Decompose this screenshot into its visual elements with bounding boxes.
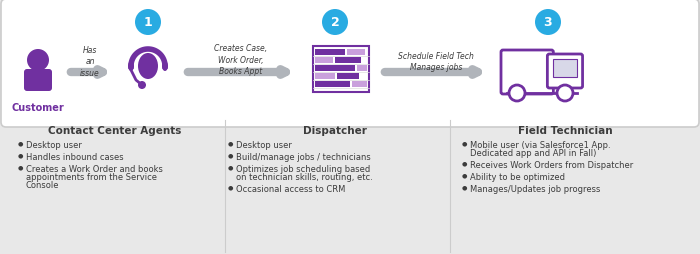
Text: Contact Center Agents: Contact Center Agents: [48, 126, 182, 136]
Text: Desktop user: Desktop user: [26, 141, 82, 150]
Ellipse shape: [128, 61, 134, 71]
Text: Creates a Work Order and books: Creates a Work Order and books: [26, 165, 163, 174]
Text: Mobile user (via Salesforce1 App.: Mobile user (via Salesforce1 App.: [470, 141, 610, 150]
Text: ●: ●: [228, 141, 234, 146]
Text: 3: 3: [544, 15, 552, 28]
Text: ●: ●: [228, 153, 234, 158]
Circle shape: [138, 81, 146, 89]
Text: Receives Work Orders from Dispatcher: Receives Work Orders from Dispatcher: [470, 161, 634, 170]
Text: ●: ●: [228, 185, 234, 190]
Text: ●: ●: [18, 165, 24, 170]
FancyBboxPatch shape: [501, 50, 554, 94]
FancyBboxPatch shape: [315, 73, 335, 79]
Text: Desktop user: Desktop user: [236, 141, 292, 150]
Circle shape: [322, 9, 348, 35]
Ellipse shape: [138, 53, 158, 79]
FancyBboxPatch shape: [335, 57, 361, 63]
FancyBboxPatch shape: [24, 69, 52, 91]
Text: Creates Case,
Work Order,
Books Appt: Creates Case, Work Order, Books Appt: [214, 44, 267, 76]
Ellipse shape: [162, 61, 168, 71]
Circle shape: [135, 9, 161, 35]
FancyBboxPatch shape: [315, 81, 350, 87]
Text: Schedule Field Tech
Manages jobs: Schedule Field Tech Manages jobs: [398, 52, 474, 72]
FancyBboxPatch shape: [1, 0, 699, 127]
FancyBboxPatch shape: [337, 73, 359, 79]
FancyBboxPatch shape: [347, 49, 365, 55]
FancyBboxPatch shape: [547, 54, 582, 88]
FancyBboxPatch shape: [554, 59, 577, 77]
Text: ●: ●: [462, 141, 468, 146]
Text: Has
an
issue: Has an issue: [80, 46, 100, 78]
Circle shape: [535, 9, 561, 35]
FancyBboxPatch shape: [313, 46, 369, 92]
Text: Dispatcher: Dispatcher: [303, 126, 367, 136]
Text: Console: Console: [26, 181, 60, 190]
FancyBboxPatch shape: [352, 81, 367, 87]
Text: Occasional access to CRM: Occasional access to CRM: [236, 185, 345, 194]
Text: Handles inbound cases: Handles inbound cases: [26, 153, 124, 162]
Text: 1: 1: [144, 15, 153, 28]
Text: ●: ●: [462, 161, 468, 166]
Text: ●: ●: [18, 153, 24, 158]
Text: 2: 2: [330, 15, 340, 28]
FancyBboxPatch shape: [315, 65, 355, 71]
Circle shape: [27, 49, 49, 71]
Text: ●: ●: [228, 165, 234, 170]
Circle shape: [557, 85, 573, 101]
Text: Build/manage jobs / technicians: Build/manage jobs / technicians: [236, 153, 371, 162]
Text: appointments from the Service: appointments from the Service: [26, 173, 157, 182]
FancyBboxPatch shape: [315, 57, 333, 63]
Text: Field Technician: Field Technician: [518, 126, 612, 136]
Text: Dedicated app and API in Fall): Dedicated app and API in Fall): [470, 149, 596, 158]
Text: Ability to be optimized: Ability to be optimized: [470, 173, 565, 182]
Text: ●: ●: [18, 141, 24, 146]
Text: on technician skills, routing, etc.: on technician skills, routing, etc.: [236, 173, 372, 182]
Text: Customer: Customer: [12, 103, 64, 113]
Text: Optimizes job scheduling based: Optimizes job scheduling based: [236, 165, 370, 174]
Text: ●: ●: [462, 185, 468, 190]
Circle shape: [509, 85, 525, 101]
FancyBboxPatch shape: [357, 65, 367, 71]
Text: Manages/Updates job progress: Manages/Updates job progress: [470, 185, 601, 194]
FancyBboxPatch shape: [315, 49, 345, 55]
Text: ●: ●: [462, 173, 468, 178]
